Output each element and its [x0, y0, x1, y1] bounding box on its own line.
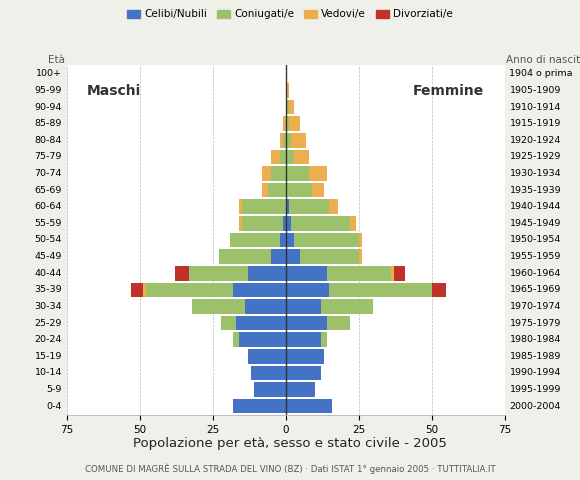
Bar	[286, 100, 289, 114]
Bar	[312, 183, 324, 197]
Bar	[245, 299, 286, 314]
Bar	[239, 200, 242, 214]
Bar	[268, 183, 286, 197]
Bar	[282, 133, 286, 148]
Bar	[146, 283, 233, 297]
Bar	[286, 233, 295, 247]
Bar	[358, 249, 361, 264]
Bar	[192, 299, 245, 314]
Bar	[289, 100, 295, 114]
Bar	[394, 266, 405, 280]
Bar	[242, 200, 286, 214]
Bar	[248, 266, 286, 280]
Bar	[286, 366, 321, 380]
Bar	[286, 382, 315, 397]
Bar	[286, 399, 332, 413]
Bar	[222, 316, 236, 330]
Bar	[189, 266, 248, 280]
Bar	[271, 249, 286, 264]
Bar	[295, 233, 358, 247]
Bar	[286, 83, 289, 98]
Bar	[350, 216, 356, 231]
Bar	[286, 249, 300, 264]
Bar	[295, 150, 309, 164]
Bar	[175, 266, 189, 280]
Bar	[289, 117, 300, 131]
Text: Anno di nascita: Anno di nascita	[506, 55, 580, 65]
Bar	[432, 283, 446, 297]
Bar	[248, 349, 286, 363]
Bar	[286, 299, 321, 314]
Bar	[143, 283, 146, 297]
Bar	[233, 399, 286, 413]
Legend: Celibi/Nubili, Coniugati/e, Vedovi/e, Divorziati/e: Celibi/Nubili, Coniugati/e, Vedovi/e, Di…	[123, 5, 457, 24]
Bar	[292, 216, 350, 231]
Bar	[280, 150, 286, 164]
Bar	[289, 200, 329, 214]
Bar	[329, 283, 432, 297]
Text: Maschi: Maschi	[87, 84, 142, 97]
Bar	[253, 382, 286, 397]
Bar	[280, 133, 282, 148]
Bar	[236, 316, 286, 330]
Bar	[358, 233, 361, 247]
Bar	[286, 316, 327, 330]
Bar	[309, 166, 327, 181]
Text: Femmine: Femmine	[413, 84, 484, 97]
Bar	[300, 249, 358, 264]
Bar	[391, 266, 394, 280]
Bar	[271, 166, 286, 181]
Bar	[321, 332, 327, 347]
Bar	[292, 133, 306, 148]
Bar	[271, 150, 280, 164]
Bar	[286, 133, 292, 148]
Bar	[286, 216, 292, 231]
Bar	[286, 117, 289, 131]
Bar	[286, 166, 309, 181]
Text: Popolazione per età, sesso e stato civile - 2005: Popolazione per età, sesso e stato civil…	[133, 437, 447, 450]
Bar	[286, 150, 295, 164]
Bar	[286, 283, 329, 297]
Bar	[327, 316, 350, 330]
Bar	[251, 366, 286, 380]
Bar	[230, 233, 280, 247]
Bar	[239, 332, 286, 347]
Bar	[233, 283, 286, 297]
Text: Età: Età	[48, 55, 65, 65]
Bar	[262, 166, 271, 181]
Bar	[286, 349, 324, 363]
Bar	[219, 249, 271, 264]
Bar	[262, 183, 268, 197]
Bar	[329, 200, 338, 214]
Bar	[280, 233, 286, 247]
Bar	[286, 183, 312, 197]
Bar	[286, 332, 321, 347]
Bar	[282, 117, 286, 131]
Text: COMUNE DI MAGRÈ SULLA STRADA DEL VINO (BZ) · Dati ISTAT 1° gennaio 2005 · TUTTIT: COMUNE DI MAGRÈ SULLA STRADA DEL VINO (B…	[85, 463, 495, 474]
Bar	[286, 200, 289, 214]
Bar	[242, 216, 282, 231]
Bar	[233, 332, 239, 347]
Bar	[131, 283, 143, 297]
Bar	[321, 299, 374, 314]
Bar	[282, 216, 286, 231]
Bar	[239, 216, 242, 231]
Bar	[327, 266, 391, 280]
Bar	[286, 266, 327, 280]
